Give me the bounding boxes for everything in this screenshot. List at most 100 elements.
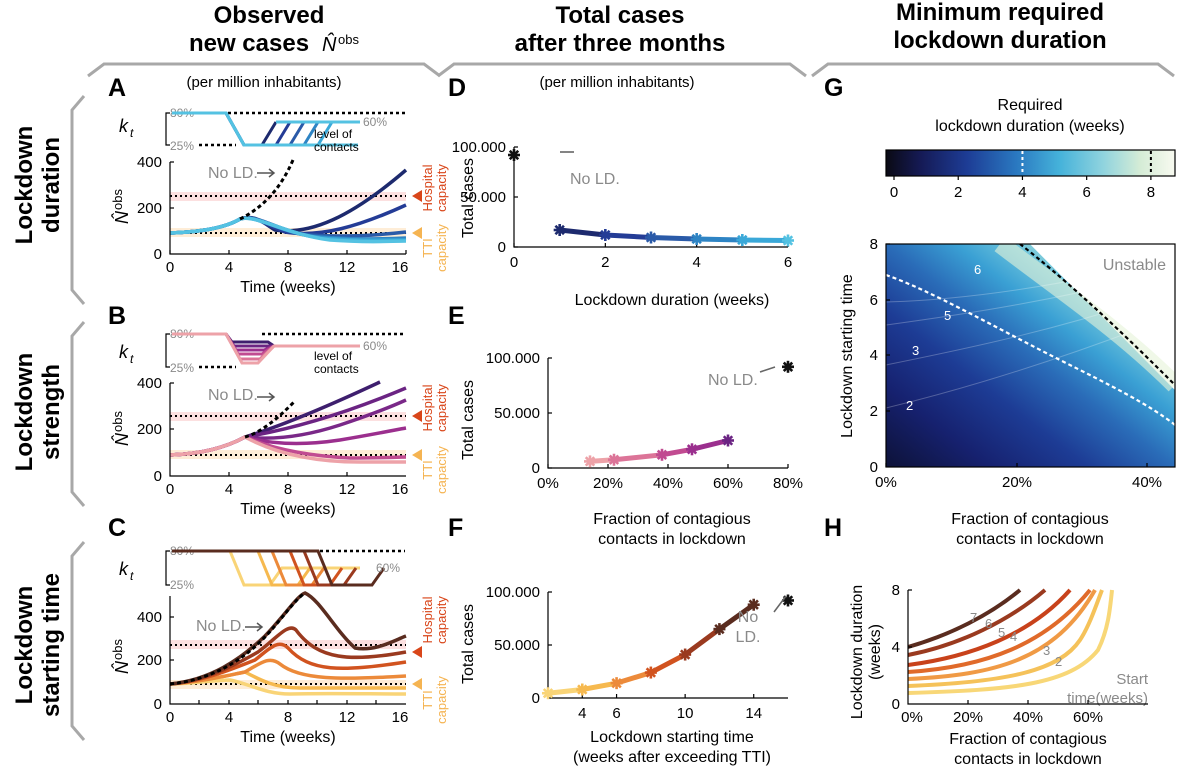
data-point [645,231,657,244]
svg-text:N̂: N̂ [111,210,132,224]
data-point [747,598,760,611]
data-point [690,233,703,245]
svg-text:k: k [119,342,129,362]
x-tick-label: 40% [653,475,683,492]
kt-start-lines [172,549,386,587]
svg-text:4: 4 [225,481,233,498]
y-tick-label: 0 [532,690,540,707]
svg-text:capacity: capacity [434,596,449,644]
panel-g-xlabel-line2: contacts in lockdown [956,531,1104,548]
g-contour-labels: 2 3 5 6 [906,262,981,413]
x-tick-label: 80% [773,475,803,492]
panel-a-ylabel: N̂ obs [110,189,132,224]
column-2-title-line1: Total cases [556,2,685,29]
data-point [608,453,620,466]
colorbar-title-1: Required [998,97,1063,114]
svg-text:6: 6 [974,262,981,277]
column-2-title-line2: after three months [515,30,726,57]
series-segment [716,602,757,632]
kt-duration-lines [172,111,360,147]
svg-text:7: 7 [970,610,977,625]
panel-c-xlabel: Time (weeks) [240,729,335,746]
panel-a-ytick: 400 [137,154,162,171]
panel-d: 0 50.000 100.000 0 2 4 6 No LD. [452,139,794,271]
series-segment [739,237,791,243]
series-segment [648,235,700,242]
no-ld-label: LD. [736,629,761,646]
y-tick-label: 100.000 [452,139,506,156]
hospital-label-2: capacity [434,164,449,212]
panel-e-xlabel-line2: contacts in lockdown [598,531,746,548]
column-3-title-line2: lockdown duration [893,27,1106,54]
nobs-symbol: N̂ [322,33,337,56]
panel-a: k t 80% 25% 60% level of contacts [110,106,449,296]
kt-low: 25% [170,139,194,153]
y-tick-label: 100.000 [486,350,540,367]
data-point [713,623,726,636]
svg-text:2: 2 [906,398,913,413]
data-point [656,448,668,461]
series-segment [689,438,731,452]
panel-h: 2 3 4 5 6 7 Start time(weeks) 0% 20% 40%… [849,582,1149,768]
svg-text:Hospital: Hospital [420,596,435,643]
colorbar-tick-label: 8 [1147,184,1155,201]
no-ld-label-c: No LD. [196,618,246,635]
svg-text:TTI: TTI [420,460,435,480]
no-ld-arrow [759,366,776,373]
row-header-2: Lockdown strength [11,353,65,472]
svg-text:0: 0 [154,696,162,713]
kt-level-2: contacts [314,140,359,154]
svg-text:60%: 60% [363,339,387,353]
start-legend-2: time(weeks) [1067,690,1148,707]
data-point [644,666,657,679]
panel-c: k t 80% 25% 60% No LD. [110,544,449,746]
svg-text:0: 0 [166,481,174,498]
data-point [584,455,596,468]
no-ld-point [782,594,794,607]
y-tick-label: 50.000 [494,637,540,654]
svg-text:6: 6 [870,292,878,309]
y-tick-label: 100.000 [486,584,540,601]
unstable-label: Unstable [1103,257,1166,274]
panel-a-ytick: 200 [137,200,162,217]
row-3-title-line2: starting time [38,573,65,717]
panel-a-xtick: 4 [225,259,233,276]
y-tick-label: 50.000 [460,189,506,206]
svg-text:4: 4 [225,709,233,726]
svg-text:4: 4 [870,347,878,364]
panel-h-series-labels: 2 3 4 5 6 7 [970,610,1062,669]
panel-letter-h: H [824,514,842,542]
svg-text:0: 0 [892,696,900,713]
no-ld-label: No [738,609,759,626]
kt-symbol: k [119,116,129,136]
panel-b-curves [169,380,407,464]
series-segment [694,236,745,243]
panel-f-ylabel: Total cases [460,604,477,684]
data-point [576,683,589,696]
panel-letter-d: D [448,74,466,102]
row-2-title-line1: Lockdown [11,353,38,472]
x-tick-label: 14 [745,705,762,722]
svg-text:2: 2 [1055,654,1062,669]
tti-label-1: TTI [420,238,435,258]
x-tick-label: 0% [537,475,559,492]
svg-text:4: 4 [1010,629,1017,644]
series-segment [682,626,722,658]
column-1-title-line2: new cases [189,30,309,57]
row-2-title-line2: strength [38,364,65,460]
svg-text:25%: 25% [170,578,194,592]
kt-sub: t [130,126,134,140]
series-segment [614,670,654,686]
no-ld-arrow [773,595,787,613]
panel-e-xlabel-line1: Fraction of contagious [593,511,750,528]
data-point [553,224,566,236]
panel-a-ytick: 0 [154,246,162,263]
svg-text:2: 2 [870,403,878,420]
svg-text:3: 3 [912,343,919,358]
colorbar-tick-label: 0 [890,184,898,201]
y-tick-label: 50.000 [494,405,540,422]
svg-text:capacity: capacity [434,384,449,432]
row-header-1: Lockdown duration [11,126,65,245]
series-segment [648,652,688,676]
